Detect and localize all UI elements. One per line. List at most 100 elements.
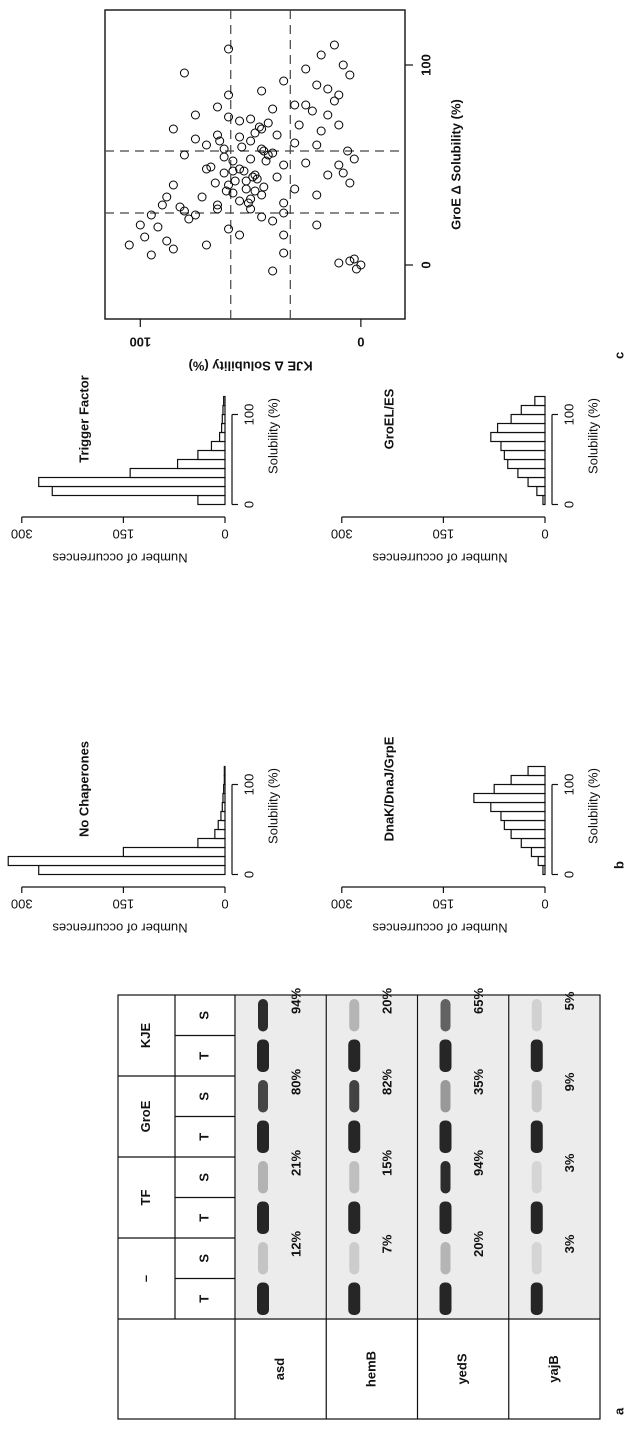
y-tick-label: 150 bbox=[113, 897, 135, 912]
histogram-bar bbox=[224, 767, 225, 776]
histogram-bar bbox=[508, 460, 545, 469]
gel-band-total bbox=[440, 1040, 452, 1073]
gene-name: yajB bbox=[546, 1355, 561, 1382]
y-axis-label: Number of occurrences bbox=[372, 551, 508, 566]
x-axis-label: Solubility (%) bbox=[265, 768, 280, 844]
gel-background bbox=[419, 996, 508, 1318]
histogram-bar bbox=[224, 397, 225, 406]
solubility-label: 65% bbox=[471, 988, 486, 1014]
lane-header: S bbox=[196, 1011, 211, 1020]
histogram-bar bbox=[130, 469, 225, 478]
gel-band-soluble bbox=[258, 1161, 268, 1194]
y-tick-label: 100 bbox=[129, 335, 151, 350]
gene-name: asd bbox=[272, 1358, 287, 1380]
histogram-bar bbox=[198, 496, 225, 505]
gel-band-soluble bbox=[258, 1080, 268, 1113]
histogram-bar bbox=[474, 794, 545, 803]
gel-band-total bbox=[257, 1283, 269, 1316]
histogram-bar bbox=[491, 803, 545, 812]
gene-name: hemB bbox=[363, 1351, 378, 1387]
histogram-bar bbox=[504, 451, 545, 460]
y-tick-label: 150 bbox=[113, 527, 135, 542]
histogram-bar bbox=[52, 487, 225, 496]
gel-band-total bbox=[348, 1283, 360, 1316]
gel-band-soluble bbox=[441, 1161, 451, 1194]
solubility-label: 80% bbox=[288, 1069, 303, 1095]
solubility-label: 3% bbox=[562, 1234, 577, 1253]
gel-band-total bbox=[531, 1040, 543, 1073]
y-tick-label: 300 bbox=[11, 527, 33, 542]
gel-band-soluble bbox=[258, 999, 268, 1032]
gel-background bbox=[236, 996, 325, 1318]
lane-header: S bbox=[196, 1173, 211, 1182]
histogram-bar bbox=[123, 848, 225, 857]
histogram-bar bbox=[511, 830, 545, 839]
solubility-label: 15% bbox=[380, 1150, 395, 1176]
x-tick-label: 0 bbox=[241, 501, 256, 508]
histogram-bar bbox=[501, 812, 545, 821]
y-axis-label: Number of occurrences bbox=[372, 921, 508, 936]
gel-band-total bbox=[348, 1121, 360, 1154]
histogram-bar bbox=[211, 442, 225, 451]
gel-band-total bbox=[257, 1202, 269, 1235]
panel-label: b bbox=[611, 861, 626, 869]
y-tick-label: 150 bbox=[433, 527, 455, 542]
histogram-bar bbox=[178, 460, 225, 469]
gel-background bbox=[510, 996, 599, 1318]
histogram-bar bbox=[504, 821, 545, 830]
histogram-bar bbox=[518, 469, 545, 478]
histogram-bar bbox=[528, 478, 545, 487]
x-axis-label: Solubility (%) bbox=[265, 398, 280, 474]
group-header: GroE bbox=[138, 1100, 153, 1132]
gel-band-soluble bbox=[441, 1242, 451, 1275]
figure: –TFGroEKJETSTSTSTSasd12%21%80%94%hemB7%1… bbox=[0, 0, 633, 1429]
histogram-bar bbox=[221, 812, 225, 821]
gel-band-total bbox=[440, 1202, 452, 1235]
y-tick-label: 150 bbox=[433, 897, 455, 912]
y-tick-label: 300 bbox=[11, 897, 33, 912]
gel-band-soluble bbox=[532, 999, 542, 1032]
gel-band-total bbox=[531, 1121, 543, 1154]
gel-band-total bbox=[531, 1283, 543, 1316]
gel-band-soluble bbox=[349, 1161, 359, 1194]
x-tick-label: 100 bbox=[561, 404, 576, 426]
solubility-label: 5% bbox=[562, 991, 577, 1010]
gel-band-soluble bbox=[441, 1080, 451, 1113]
histogram-bar bbox=[215, 830, 225, 839]
solubility-label: 82% bbox=[380, 1069, 395, 1095]
histogram-bar bbox=[220, 433, 225, 442]
histogram-bar bbox=[222, 803, 225, 812]
y-tick-label: 0 bbox=[541, 897, 548, 912]
histogram-bar bbox=[543, 866, 545, 875]
solubility-label: 3% bbox=[562, 1153, 577, 1172]
gel-band-total bbox=[440, 1283, 452, 1316]
histogram-bar bbox=[501, 442, 545, 451]
group-header: – bbox=[138, 1275, 153, 1282]
gel-band-soluble bbox=[532, 1242, 542, 1275]
x-axis-label: Solubility (%) bbox=[585, 398, 600, 474]
lane-header: T bbox=[196, 1133, 211, 1141]
lane-header: T bbox=[196, 1295, 211, 1303]
gel-background bbox=[327, 996, 416, 1318]
solubility-label: 9% bbox=[562, 1072, 577, 1091]
x-tick-label: 100 bbox=[241, 404, 256, 426]
chart-title: No Chaperones bbox=[76, 741, 91, 837]
x-axis-label: GroE Δ Solubility (%) bbox=[448, 99, 463, 230]
solubility-label: 94% bbox=[288, 988, 303, 1014]
histogram-bar bbox=[494, 785, 545, 794]
y-tick-label: 0 bbox=[221, 527, 228, 542]
gel-band-soluble bbox=[532, 1080, 542, 1113]
lane-header: S bbox=[196, 1092, 211, 1101]
chart-title: DnaK/DnaJ/GrpE bbox=[381, 736, 396, 841]
solubility-label: 21% bbox=[288, 1150, 303, 1176]
gel-band-total bbox=[257, 1040, 269, 1073]
gel-band-soluble bbox=[532, 1161, 542, 1194]
histogram-bar bbox=[521, 839, 545, 848]
histogram-bar bbox=[531, 848, 545, 857]
chart-title: Trigger Factor bbox=[76, 375, 91, 462]
solubility-label: 20% bbox=[380, 988, 395, 1014]
y-tick-label: 300 bbox=[331, 897, 353, 912]
gene-name: yedS bbox=[455, 1353, 470, 1384]
gel-band-soluble bbox=[441, 999, 451, 1032]
chart-title: GroEL/ES bbox=[381, 388, 396, 449]
